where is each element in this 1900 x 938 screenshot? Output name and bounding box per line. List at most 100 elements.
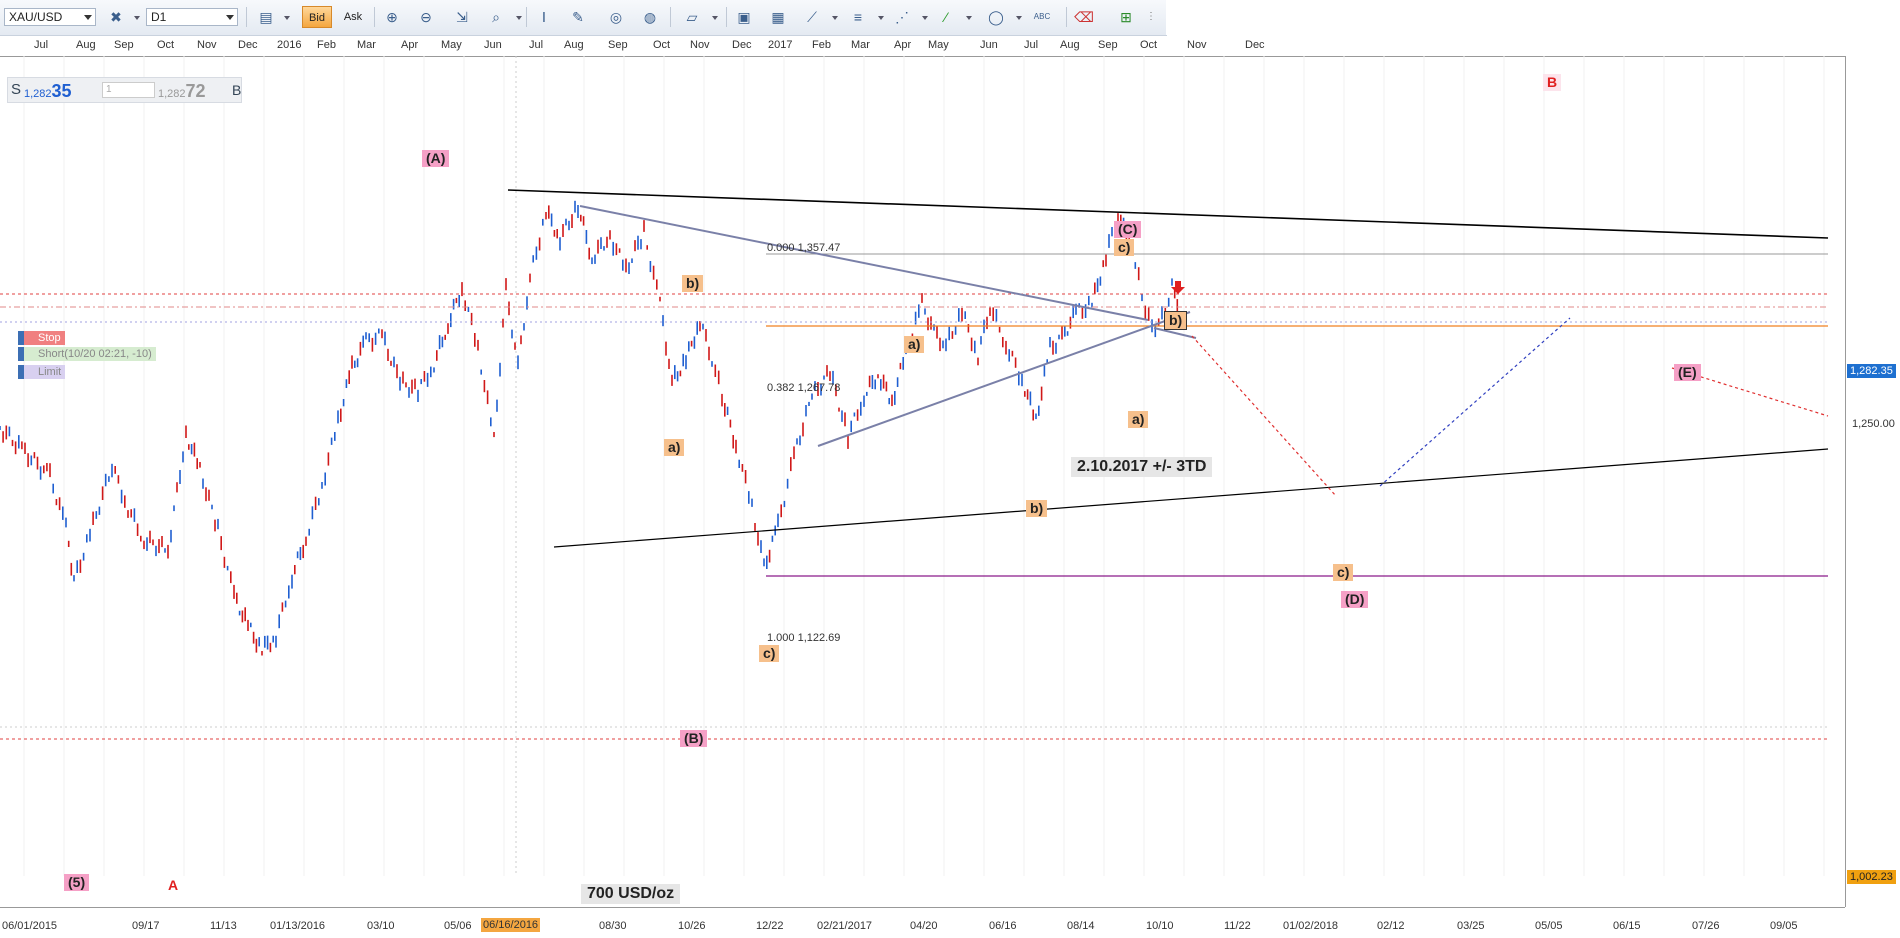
- top-axis-label: Aug: [1060, 39, 1080, 51]
- short-position-tag[interactable]: Short(10/20 02:21, -10): [18, 347, 156, 361]
- top-axis-label: Jul: [34, 39, 49, 51]
- wave-label-A[interactable]: (A): [422, 150, 450, 167]
- chevron-down-icon[interactable]: [516, 16, 522, 20]
- bottom-axis-label: 03/25: [1457, 920, 1485, 932]
- zoom-in-icon[interactable]: ⊕: [386, 9, 398, 25]
- chart-type-icon[interactable]: ▤: [259, 9, 273, 25]
- bid-button[interactable]: Bid: [302, 6, 332, 28]
- top-axis-label: Jun: [980, 39, 998, 51]
- timeframe-selector[interactable]: D1: [146, 8, 238, 26]
- toolbar-empty-area: [1166, 0, 1900, 35]
- wave-label-E[interactable]: (E): [1674, 364, 1701, 381]
- pencil-icon[interactable]: ⁄: [944, 9, 948, 25]
- text-tool-icon[interactable]: ABC: [1033, 12, 1051, 21]
- sell-button[interactable]: 1,28235: [24, 81, 72, 102]
- wave-label-c3[interactable]: c): [1114, 239, 1135, 256]
- signal-icon[interactable]: ◎: [609, 9, 623, 25]
- chevron-down-icon[interactable]: [712, 16, 718, 20]
- bottom-axis-label: 08/14: [1067, 920, 1095, 932]
- top-axis-label: Sep: [114, 39, 134, 51]
- bottom-axis-label: 05/06: [444, 920, 472, 932]
- wave-label-b3[interactable]: b): [1164, 311, 1188, 330]
- amount-input[interactable]: 1: [102, 82, 155, 98]
- zoom-area-icon[interactable]: ⌕: [492, 9, 500, 25]
- bottom-axis-label: 11/22: [1224, 920, 1251, 932]
- triangle-upper-line: [579, 205, 1149, 321]
- hierarchy-icon[interactable]: ⊞: [1120, 9, 1132, 25]
- price-axis[interactable]: 1,250.00: [1845, 56, 1900, 907]
- eraser-icon[interactable]: ⌫: [1074, 9, 1094, 25]
- indicator-icon[interactable]: Ⅰ: [541, 9, 547, 25]
- chevron-down-icon[interactable]: [1016, 16, 1022, 20]
- top-axis-label: 2016: [277, 39, 302, 51]
- ask-button[interactable]: Ask: [343, 11, 363, 23]
- chevron-down-icon: [226, 15, 234, 20]
- zoom-out-icon[interactable]: ⊖: [420, 9, 432, 25]
- top-axis-label: Nov: [197, 39, 217, 51]
- top-axis-label: Feb: [317, 39, 336, 51]
- autoscroll-icon[interactable]: ⇲: [456, 9, 468, 25]
- toolbar-more-icon[interactable]: ⋮: [1146, 11, 1156, 22]
- wave-label-b2[interactable]: b): [1026, 500, 1048, 517]
- globe-icon[interactable]: ◍: [643, 9, 657, 25]
- fibonacci-icon[interactable]: ⋰: [895, 9, 909, 25]
- top-axis-label: Dec: [732, 39, 752, 51]
- bottom-axis-label: 10/10: [1146, 920, 1174, 932]
- comment-icon[interactable]: ✎: [572, 9, 584, 25]
- top-axis-label: Aug: [76, 39, 96, 51]
- bottom-axis-label: 03/10: [367, 920, 395, 932]
- date-target-note[interactable]: 2.10.2017 +/- 3TD: [1071, 457, 1213, 477]
- fib-level-1-label: 1.000 1,122.69: [767, 632, 841, 644]
- ruler-icon[interactable]: ▱: [686, 9, 698, 25]
- price-chart[interactable]: [0, 56, 1845, 907]
- bottom-axis-label: 12/22: [756, 920, 784, 932]
- chevron-down-icon[interactable]: [878, 16, 884, 20]
- workspace-icon[interactable]: ▦: [771, 9, 785, 25]
- chevron-down-icon[interactable]: [922, 16, 928, 20]
- ellipse-icon[interactable]: ◯: [988, 9, 1004, 25]
- wave-label-5[interactable]: (5): [64, 874, 90, 891]
- chevron-down-icon[interactable]: [284, 16, 290, 20]
- wave-label-letter-A[interactable]: A: [168, 877, 179, 893]
- bottom-axis-label: 09/17: [132, 920, 160, 932]
- wave-label-D[interactable]: (D): [1341, 591, 1369, 608]
- wave-label-c1[interactable]: c): [759, 645, 780, 662]
- top-axis-label: Feb: [812, 39, 831, 51]
- wave-label-letter-B[interactable]: B: [1543, 74, 1562, 91]
- line-tools-icon[interactable]: ⟋: [807, 9, 817, 25]
- top-axis-label: Sep: [1098, 39, 1118, 51]
- top-axis-label: Oct: [653, 39, 671, 51]
- top-axis-label: Oct: [157, 39, 175, 51]
- symbol-selector[interactable]: XAU/USD: [4, 8, 96, 26]
- wave-label-c4[interactable]: c): [1333, 564, 1354, 581]
- buy-button[interactable]: 1,28272: [158, 81, 206, 102]
- top-axis-label: Sep: [608, 39, 628, 51]
- wave-label-C[interactable]: (C): [1114, 221, 1142, 238]
- bottom-axis-label: 01/13/2016: [270, 920, 326, 932]
- wave-label-B[interactable]: (B): [680, 730, 708, 747]
- wave-label-a1[interactable]: a): [664, 439, 685, 456]
- current-price-tag: 1,282.35: [1847, 364, 1896, 378]
- stop-order-tag[interactable]: Stop: [18, 331, 65, 345]
- toolbar-divider: [374, 7, 375, 27]
- chart-grid: [23, 56, 1825, 876]
- template-icon[interactable]: ▣: [737, 9, 751, 25]
- triangle-lower-line: [817, 311, 1191, 447]
- top-axis-label: Jul: [529, 39, 544, 51]
- top-axis-label: Dec: [1245, 39, 1265, 51]
- bottom-axis-label: 01/02/2018: [1283, 920, 1339, 932]
- limit-order-tag[interactable]: Limit: [18, 365, 66, 379]
- channel-icon[interactable]: ≡: [853, 9, 863, 25]
- lower-trendline: [553, 448, 1829, 548]
- buy-suffix: B: [232, 82, 242, 98]
- price-target-note[interactable]: 700 USD/oz: [581, 884, 681, 904]
- chart-settings-icon[interactable]: ✖: [110, 9, 122, 25]
- chevron-down-icon[interactable]: [966, 16, 972, 20]
- sell-price-big: 35: [51, 81, 72, 101]
- wave-label-a3[interactable]: a): [1128, 411, 1149, 428]
- wave-label-a2[interactable]: a): [904, 336, 925, 353]
- chevron-down-icon[interactable]: [134, 16, 140, 20]
- upper-trendline: [507, 189, 1829, 239]
- wave-label-b1[interactable]: b): [682, 275, 704, 292]
- chevron-down-icon[interactable]: [832, 16, 838, 20]
